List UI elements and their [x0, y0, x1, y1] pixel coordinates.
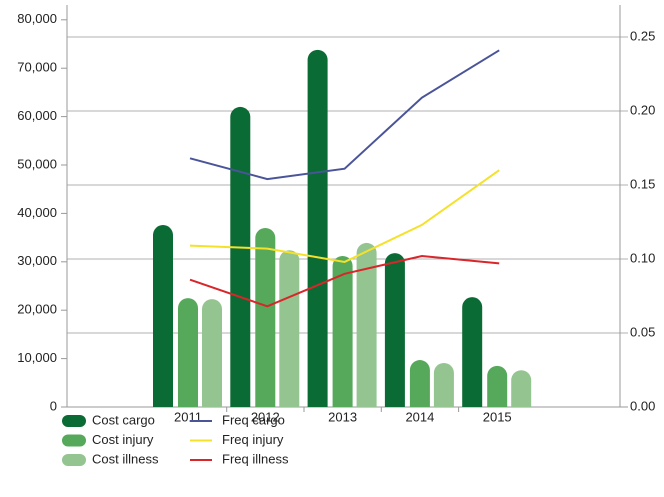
line	[189, 255, 500, 308]
legend-label: Cost injury	[92, 432, 154, 447]
bar	[462, 297, 483, 407]
y2-tick-label: 0.25	[630, 28, 655, 43]
bar	[307, 49, 328, 408]
bar	[153, 225, 173, 407]
legend-label: Cost illness	[92, 451, 159, 466]
y-tick-label: 30,000	[17, 253, 57, 268]
y2-tick-label: 0.10	[630, 250, 655, 265]
bar	[433, 362, 454, 407]
y-tick-label: 20,000	[17, 302, 57, 317]
y-tick-label: 10,000	[17, 350, 57, 365]
line	[189, 169, 500, 263]
legend-swatch	[62, 434, 86, 447]
bar	[279, 250, 300, 407]
y-tick-label: 40,000	[17, 205, 57, 220]
bar	[178, 298, 199, 407]
bar	[332, 255, 353, 407]
bar	[230, 106, 251, 407]
bar	[487, 365, 508, 407]
line	[189, 49, 500, 181]
x-tick-label: 2015	[483, 409, 512, 424]
legend-swatch	[62, 454, 86, 466]
y2-tick-label: 0.20	[630, 102, 655, 117]
bar	[384, 253, 405, 407]
bar	[202, 299, 222, 407]
x-tick-label: 2011	[174, 409, 202, 424]
legend-label: Freq cargo	[222, 412, 285, 427]
bar	[511, 370, 532, 407]
bar	[255, 227, 276, 407]
legend-label: Freq injury	[222, 432, 284, 447]
x-tick-label: 2012	[251, 409, 280, 424]
y-tick-label: 70,000	[17, 60, 57, 75]
legend-label: Cost cargo	[92, 412, 155, 427]
x-tick-label: 2013	[328, 409, 357, 424]
bar	[409, 360, 430, 407]
legend-label: Freq illness	[222, 451, 289, 466]
y-tick-label: 50,000	[17, 156, 57, 171]
y2-tick-label: 0.15	[630, 176, 655, 191]
y-tick-label: 60,000	[17, 108, 57, 123]
x-tick-label: 2014	[405, 409, 434, 424]
bar	[356, 242, 377, 407]
y2-tick-label: 0.00	[630, 398, 655, 413]
y2-tick-label: 0.05	[630, 324, 655, 339]
legend-swatch	[62, 415, 86, 427]
y-tick-label: 0	[50, 398, 57, 413]
y-tick-label: 80,000	[17, 11, 57, 26]
